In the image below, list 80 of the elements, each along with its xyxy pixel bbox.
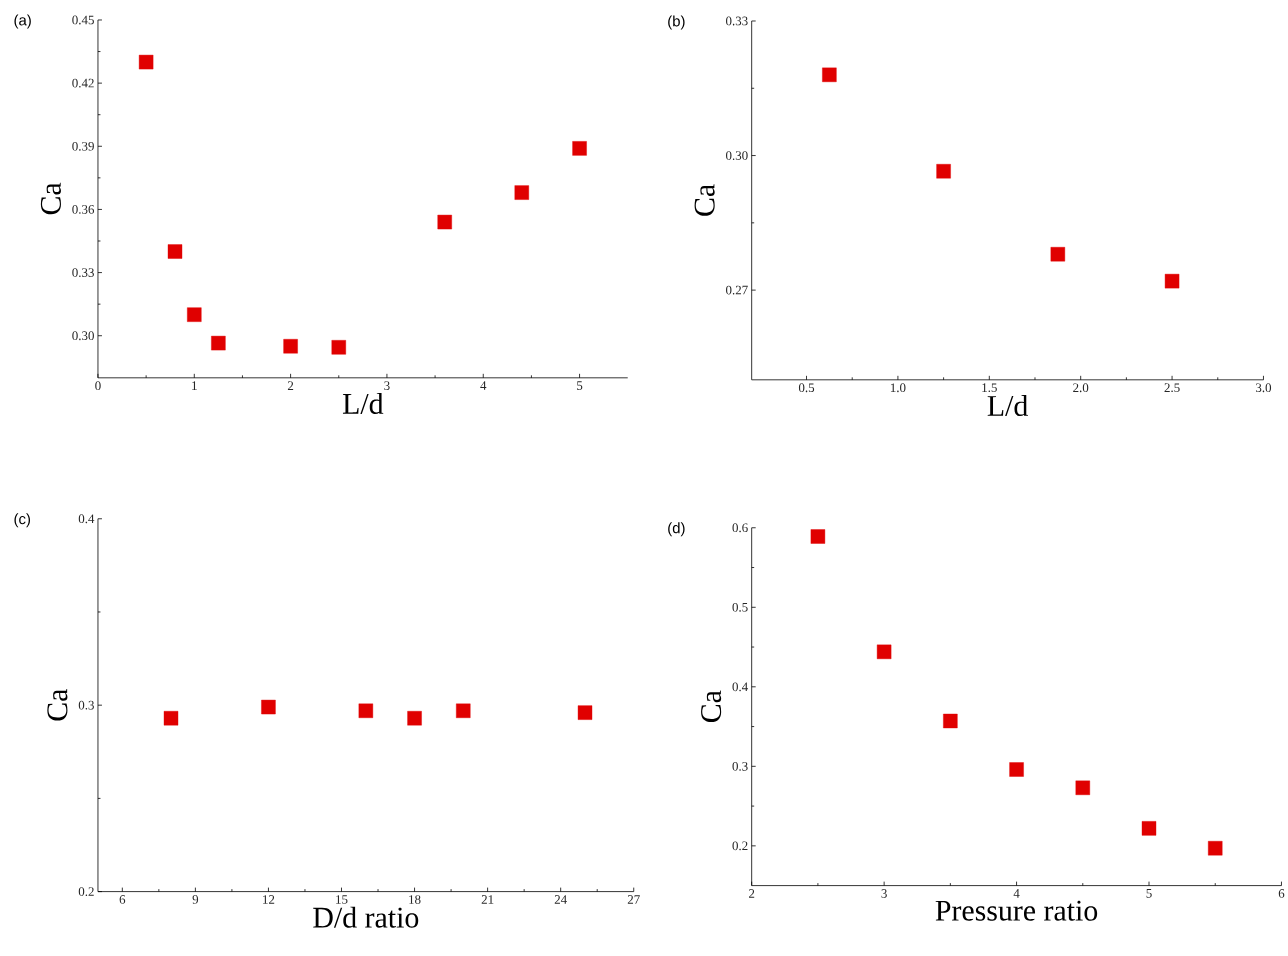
- chart-title: (a): [14, 14, 31, 29]
- y-tick-label: 0.6: [732, 523, 748, 533]
- x-tick-label: 24: [554, 895, 567, 904]
- point: [936, 164, 951, 179]
- x-tick-label: 1.5: [982, 383, 997, 393]
- x-axis-title: Pressure ratio: [935, 900, 1098, 921]
- x-tick-label: 1: [192, 381, 197, 391]
- point: [437, 215, 452, 230]
- point: [1009, 762, 1024, 777]
- point: [456, 703, 471, 719]
- x-tick-label: 2: [287, 381, 294, 391]
- x-tick-label: 3.0: [1256, 383, 1272, 393]
- x-tick-label: 0.5: [798, 383, 815, 393]
- point: [358, 703, 374, 719]
- point: [283, 339, 298, 354]
- x-tick-label: 4: [1013, 889, 1020, 898]
- point: [1141, 821, 1157, 836]
- y-tick-label: 0.39: [72, 142, 94, 151]
- y-tick-label: 0.3: [732, 762, 748, 771]
- x-tick-label: 5: [1146, 889, 1152, 898]
- chart-title: (c): [14, 513, 31, 528]
- x-tick-label: 27: [627, 895, 640, 904]
- point: [1164, 274, 1180, 289]
- chart-title: (d): [668, 522, 685, 537]
- point: [1208, 841, 1223, 856]
- y-axis-title: Ca: [694, 184, 715, 216]
- y-tick-label: 0.27: [726, 285, 748, 295]
- y-tick-label: 0.42: [72, 78, 94, 88]
- x-tick-label: 2: [749, 889, 755, 898]
- x-tick-label: 6: [1278, 889, 1285, 899]
- x-tick-label: 15: [336, 895, 348, 904]
- point: [810, 529, 826, 544]
- point: [876, 644, 892, 660]
- x-tick-label: 5: [577, 381, 583, 391]
- y-tick-label: 0.2: [732, 841, 748, 851]
- x-axis-title: L/d: [342, 393, 384, 415]
- x-tick-label: 1.0: [890, 383, 906, 393]
- y-axis-title: Ca: [40, 182, 61, 215]
- x-axis-title: D/d ratio: [313, 906, 419, 928]
- x-tick-label: 2.5: [1164, 383, 1180, 393]
- point: [514, 185, 529, 200]
- y-tick-label: 0.2: [78, 887, 94, 897]
- y-tick-label: 0.3: [78, 701, 94, 710]
- x-tick-label: 9: [192, 895, 199, 905]
- x-tick-label: 3: [881, 889, 887, 899]
- y-tick-label: 0.30: [726, 151, 748, 161]
- x-tick-label: 4: [480, 381, 487, 391]
- point: [261, 700, 276, 715]
- point: [1075, 780, 1090, 796]
- point: [577, 705, 593, 721]
- point: [407, 711, 422, 726]
- y-tick-label: 0.4: [78, 514, 95, 524]
- y-tick-label: 0.33: [726, 16, 748, 26]
- chart-title: (b): [668, 15, 685, 30]
- y-tick-label: 0.30: [72, 331, 94, 341]
- point: [943, 714, 958, 729]
- y-axis-title: Ca: [701, 690, 722, 723]
- x-tick-label: 6: [119, 895, 126, 905]
- y-tick-label: 0.36: [72, 205, 95, 215]
- y-tick-label: 0.33: [72, 268, 94, 278]
- point: [331, 340, 346, 355]
- y-tick-label: 0.45: [72, 15, 94, 25]
- point: [1050, 247, 1066, 262]
- x-tick-label: 2.0: [1073, 383, 1089, 393]
- x-tick-label: 18: [409, 895, 421, 905]
- x-tick-label: 21: [481, 895, 494, 904]
- x-axis-title: L/d: [987, 395, 1028, 417]
- point: [211, 336, 226, 351]
- point: [138, 55, 154, 70]
- point: [163, 711, 179, 726]
- point: [822, 67, 837, 83]
- x-tick-label: 0: [95, 381, 101, 391]
- y-axis-title: Ca: [47, 689, 68, 721]
- y-tick-label: 0.4: [732, 682, 748, 692]
- point: [572, 141, 587, 156]
- point: [187, 307, 202, 323]
- x-tick-label: 12: [263, 895, 275, 904]
- y-tick-label: 0.5: [732, 603, 748, 612]
- x-tick-label: 3: [384, 381, 390, 391]
- point: [167, 244, 183, 259]
